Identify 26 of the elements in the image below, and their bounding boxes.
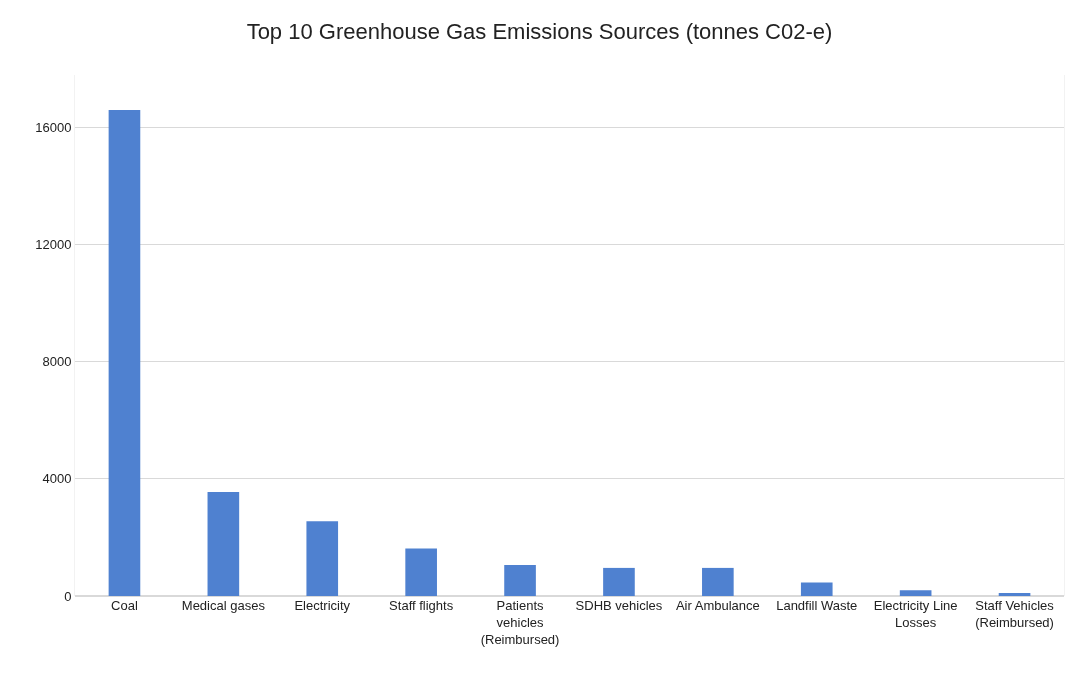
bar [306,521,339,596]
x-tick-label: Landfill Waste [776,598,858,613]
x-tick-label: SDHB vehicles [575,598,663,613]
x-tick-label: Air Ambulance [675,598,760,613]
y-tick-label: 4000 [42,471,72,487]
y-tick-label: 12000 [35,237,72,253]
bar [899,590,932,596]
bar [702,567,734,596]
chart-title: Top 10 Greenhouse Gas Emissions Sources (tonnes C02-e) [246,19,833,45]
x-tick-label: Staff Vehicles (Reimbursed) [975,598,1055,630]
x-tick-label: Electricity Line Losses [873,598,958,630]
bar [207,492,240,596]
bar [800,582,833,596]
x-tick-label: Medical gases [181,598,266,613]
x-tick-label: Electricity [294,598,351,613]
bar [603,567,635,596]
x-tick-label: Coal [111,598,138,613]
y-tick-label: 16000 [35,120,72,136]
y-tick-label: 0 [64,588,72,604]
bar [998,593,1031,596]
bar [504,564,536,596]
x-tick-label: Patients vehicles (Reimbursed) [480,598,560,647]
bar [405,548,437,596]
x-tick-label: Staff flights [389,598,454,613]
bar [108,110,141,596]
y-tick-label: 8000 [42,354,72,370]
